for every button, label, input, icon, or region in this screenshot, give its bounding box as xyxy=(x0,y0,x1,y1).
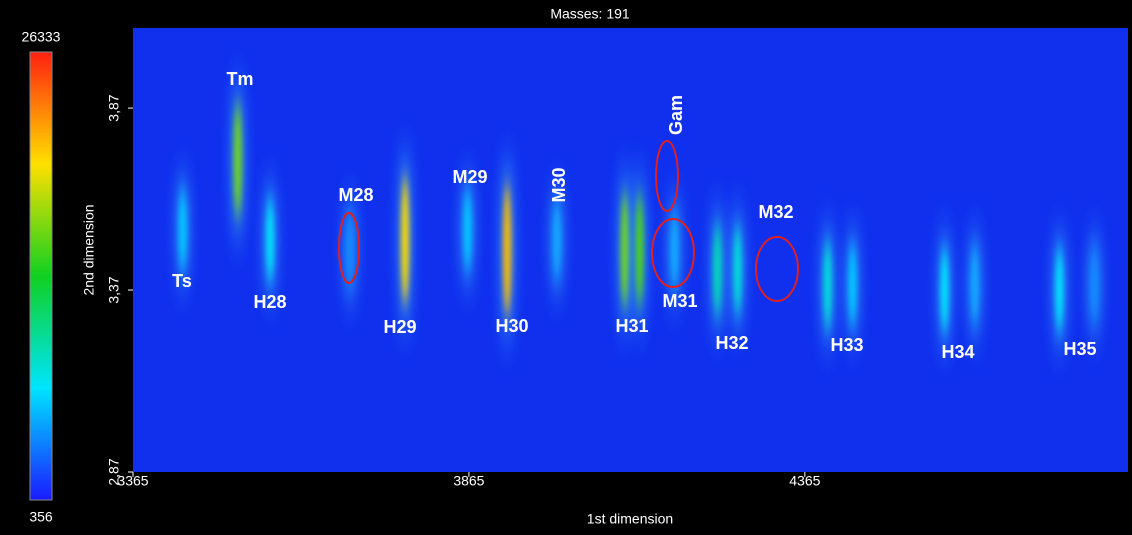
peak xyxy=(635,195,644,305)
peak xyxy=(823,241,832,329)
peak xyxy=(233,103,242,217)
peak-label: Ts xyxy=(172,271,192,291)
x-tick-label: 4365 xyxy=(789,473,820,489)
peak xyxy=(346,213,355,287)
peak xyxy=(463,189,472,270)
colorbar xyxy=(29,51,53,501)
peaks xyxy=(175,75,1102,353)
peak-label: M32 xyxy=(758,202,793,222)
peak-label: H33 xyxy=(830,335,863,355)
peak-label: H34 xyxy=(941,342,974,362)
peak-label: M31 xyxy=(662,291,697,311)
colorbar-max: 26333 xyxy=(22,29,61,45)
highlight xyxy=(655,140,679,212)
peak xyxy=(178,189,187,270)
peak-label: Gam xyxy=(666,95,686,135)
y-axis-label: 2nd dimension xyxy=(81,204,97,295)
x-tick-label: 3865 xyxy=(453,473,484,489)
highlight xyxy=(755,236,799,302)
peak-label: H31 xyxy=(615,316,648,336)
peak-label: Tm xyxy=(227,69,254,89)
peak-label: H32 xyxy=(715,333,748,353)
peak-label: H30 xyxy=(495,316,528,336)
y-tick-label: 2,87 xyxy=(106,458,122,485)
peak xyxy=(1055,248,1064,332)
peak xyxy=(503,185,512,315)
peak-label: M30 xyxy=(549,167,569,202)
peak xyxy=(848,244,857,325)
peak xyxy=(620,193,629,307)
highlight xyxy=(338,212,360,284)
colorbar-min: 356 xyxy=(29,509,53,525)
peak xyxy=(401,176,410,304)
highlight xyxy=(651,218,695,288)
peak-label: M29 xyxy=(452,167,487,187)
peak xyxy=(1090,248,1099,322)
highlight-ellipses xyxy=(338,140,799,302)
peak xyxy=(970,246,979,324)
x-tick-label: 3365 xyxy=(117,473,148,489)
chart-title: Masses: 191 xyxy=(550,6,630,22)
peak xyxy=(266,198,275,282)
peak xyxy=(713,225,722,316)
peak xyxy=(733,226,742,314)
peak-label: H29 xyxy=(383,317,416,337)
peak xyxy=(670,211,679,289)
y-tick-label: 3,37 xyxy=(106,276,122,303)
x-axis-label: 1st dimension xyxy=(587,511,673,527)
peak-label: H28 xyxy=(253,292,286,312)
y-tick-label: 3,87 xyxy=(106,94,122,121)
peak xyxy=(552,201,561,279)
peak-label: M28 xyxy=(338,185,373,205)
peak xyxy=(940,248,949,332)
peak-label: H35 xyxy=(1063,339,1096,359)
